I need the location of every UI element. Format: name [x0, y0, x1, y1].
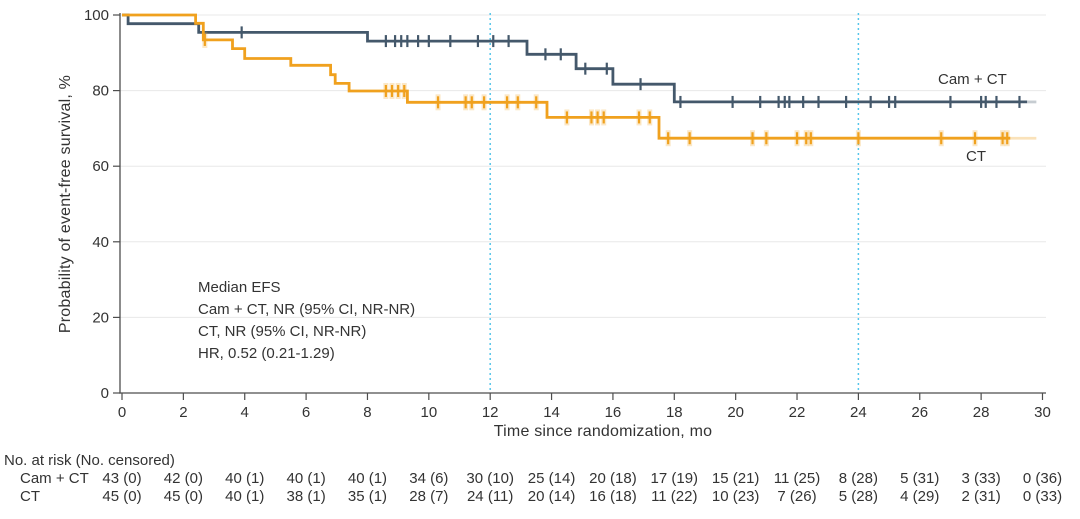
annotation-line-cam-ct: Cam + CT, NR (95% CI, NR-NR) [198, 301, 416, 318]
risk-cell: 8 (28) [838, 470, 878, 487]
risk-cell: 38 (1) [286, 488, 326, 505]
risk-cell: 17 (19) [650, 470, 699, 487]
risk-cell: 28 (7) [409, 488, 449, 505]
survival-curve [122, 13, 1028, 104]
risk-cell: 40 (1) [347, 470, 388, 487]
y-tick-label: 60 [92, 158, 109, 175]
risk-cell: 35 (1) [347, 488, 388, 505]
risk-table-header: No. at risk (No. censored) [4, 452, 175, 469]
x-tick-label: 10 [420, 404, 437, 421]
risk-cell: 43 (0) [102, 470, 142, 487]
risk-cell: 45 (0) [163, 488, 203, 505]
y-axis-title: Probability of event-free survival, % [57, 74, 74, 334]
risk-cell: 20 (14) [527, 488, 576, 505]
risk-cell: 0 (36) [1022, 470, 1063, 487]
y-tick-group: 0 20 40 60 80 100 [84, 7, 120, 402]
risk-cell: 15 (21) [711, 470, 760, 487]
risk-row-label-cam-ct: Cam + CT [20, 470, 89, 487]
curve-label-cam-ct: Cam + CT [938, 71, 1007, 88]
x-tick-label: 20 [727, 404, 744, 421]
risk-cell: 42 (0) [163, 470, 203, 487]
risk-cell: 5 (28) [838, 488, 878, 505]
risk-cell: 20 (18) [589, 470, 637, 487]
x-tick-label: 24 [850, 404, 867, 421]
risk-cell: 7 (26) [777, 488, 817, 505]
risk-row-cam-ct: 43 (0) 42 (0) 40 (1) 40 (1) 40 (1) 34 (6) 30 (… [0, 470, 1080, 487]
x-tick-label: 28 [973, 404, 990, 421]
series-cam-ct [122, 13, 1037, 108]
annotation-line-hr: HR, 0.52 (0.21-1.29) [198, 345, 335, 362]
x-tick-label: 14 [543, 404, 560, 421]
risk-cell: 10 (23) [711, 488, 760, 505]
x-tick-label: 6 [302, 404, 310, 421]
risk-cell: 30 (10) [466, 470, 514, 487]
risk-cell: 11 (22) [651, 488, 698, 505]
risk-cell: 11 (25) [773, 470, 821, 487]
y-tick-label: 40 [92, 234, 109, 251]
curve-label-ct: CT [966, 148, 986, 165]
risk-cell: 24 (11) [466, 488, 514, 505]
y-tick-label: 20 [92, 309, 109, 326]
risk-cell: 4 (29) [900, 488, 940, 505]
x-tick-label: 12 [482, 404, 499, 421]
risk-cell: 5 (31) [900, 470, 940, 487]
risk-cell: 45 (0) [102, 488, 142, 505]
risk-row-ct: 45 (0) 45 (0) 40 (1) 38 (1) 35 (1) 28 (7) 24 (… [0, 488, 1080, 505]
stats-annotation: Median EFS Cam + CT, NR (95% CI, NR-NR) … [198, 277, 415, 365]
x-tick-label: 22 [789, 404, 806, 421]
risk-row-label-ct: CT [20, 488, 40, 505]
x-tick-label: 0 [118, 404, 126, 421]
risk-cell: 25 (14) [527, 470, 576, 487]
risk-cell: 40 (1) [225, 488, 265, 505]
x-tick-label: 4 [241, 404, 249, 421]
y-tick-label: 100 [84, 7, 109, 24]
gridlines [120, 14, 1046, 318]
risk-cell: 16 (18) [589, 488, 637, 505]
risk-cell: 0 (33) [1022, 488, 1063, 505]
risk-cell: 40 (1) [286, 470, 326, 487]
x-tick-label: 30 [1034, 404, 1051, 421]
x-tick-label: 16 [605, 404, 622, 421]
risk-cell: 3 (33) [961, 470, 1001, 487]
x-axis-title: Time since randomization, mo [493, 423, 713, 440]
annotation-line-median-efs: Median EFS [198, 279, 281, 296]
x-tick-label: 18 [666, 404, 683, 421]
annotation-line-ct: CT, NR (95% CI, NR-NR) [198, 323, 367, 340]
y-tick-label: 80 [92, 83, 109, 100]
x-tick-label: 26 [911, 404, 928, 421]
series-ct [122, 13, 1037, 147]
reference-lines [489, 13, 860, 393]
survival-curve [122, 13, 1011, 140]
risk-cell: 2 (31) [961, 488, 1001, 505]
risk-cell: 34 (6) [409, 470, 449, 487]
x-tick-group: 0 2 4 6 8 10 12 14 16 18 20 22 24 26 28 30 [118, 393, 1051, 421]
x-tick-label: 8 [363, 404, 371, 421]
risk-cell: 40 (1) [225, 470, 265, 487]
y-tick-label: 0 [101, 385, 109, 402]
x-tick-label: 2 [179, 404, 187, 421]
